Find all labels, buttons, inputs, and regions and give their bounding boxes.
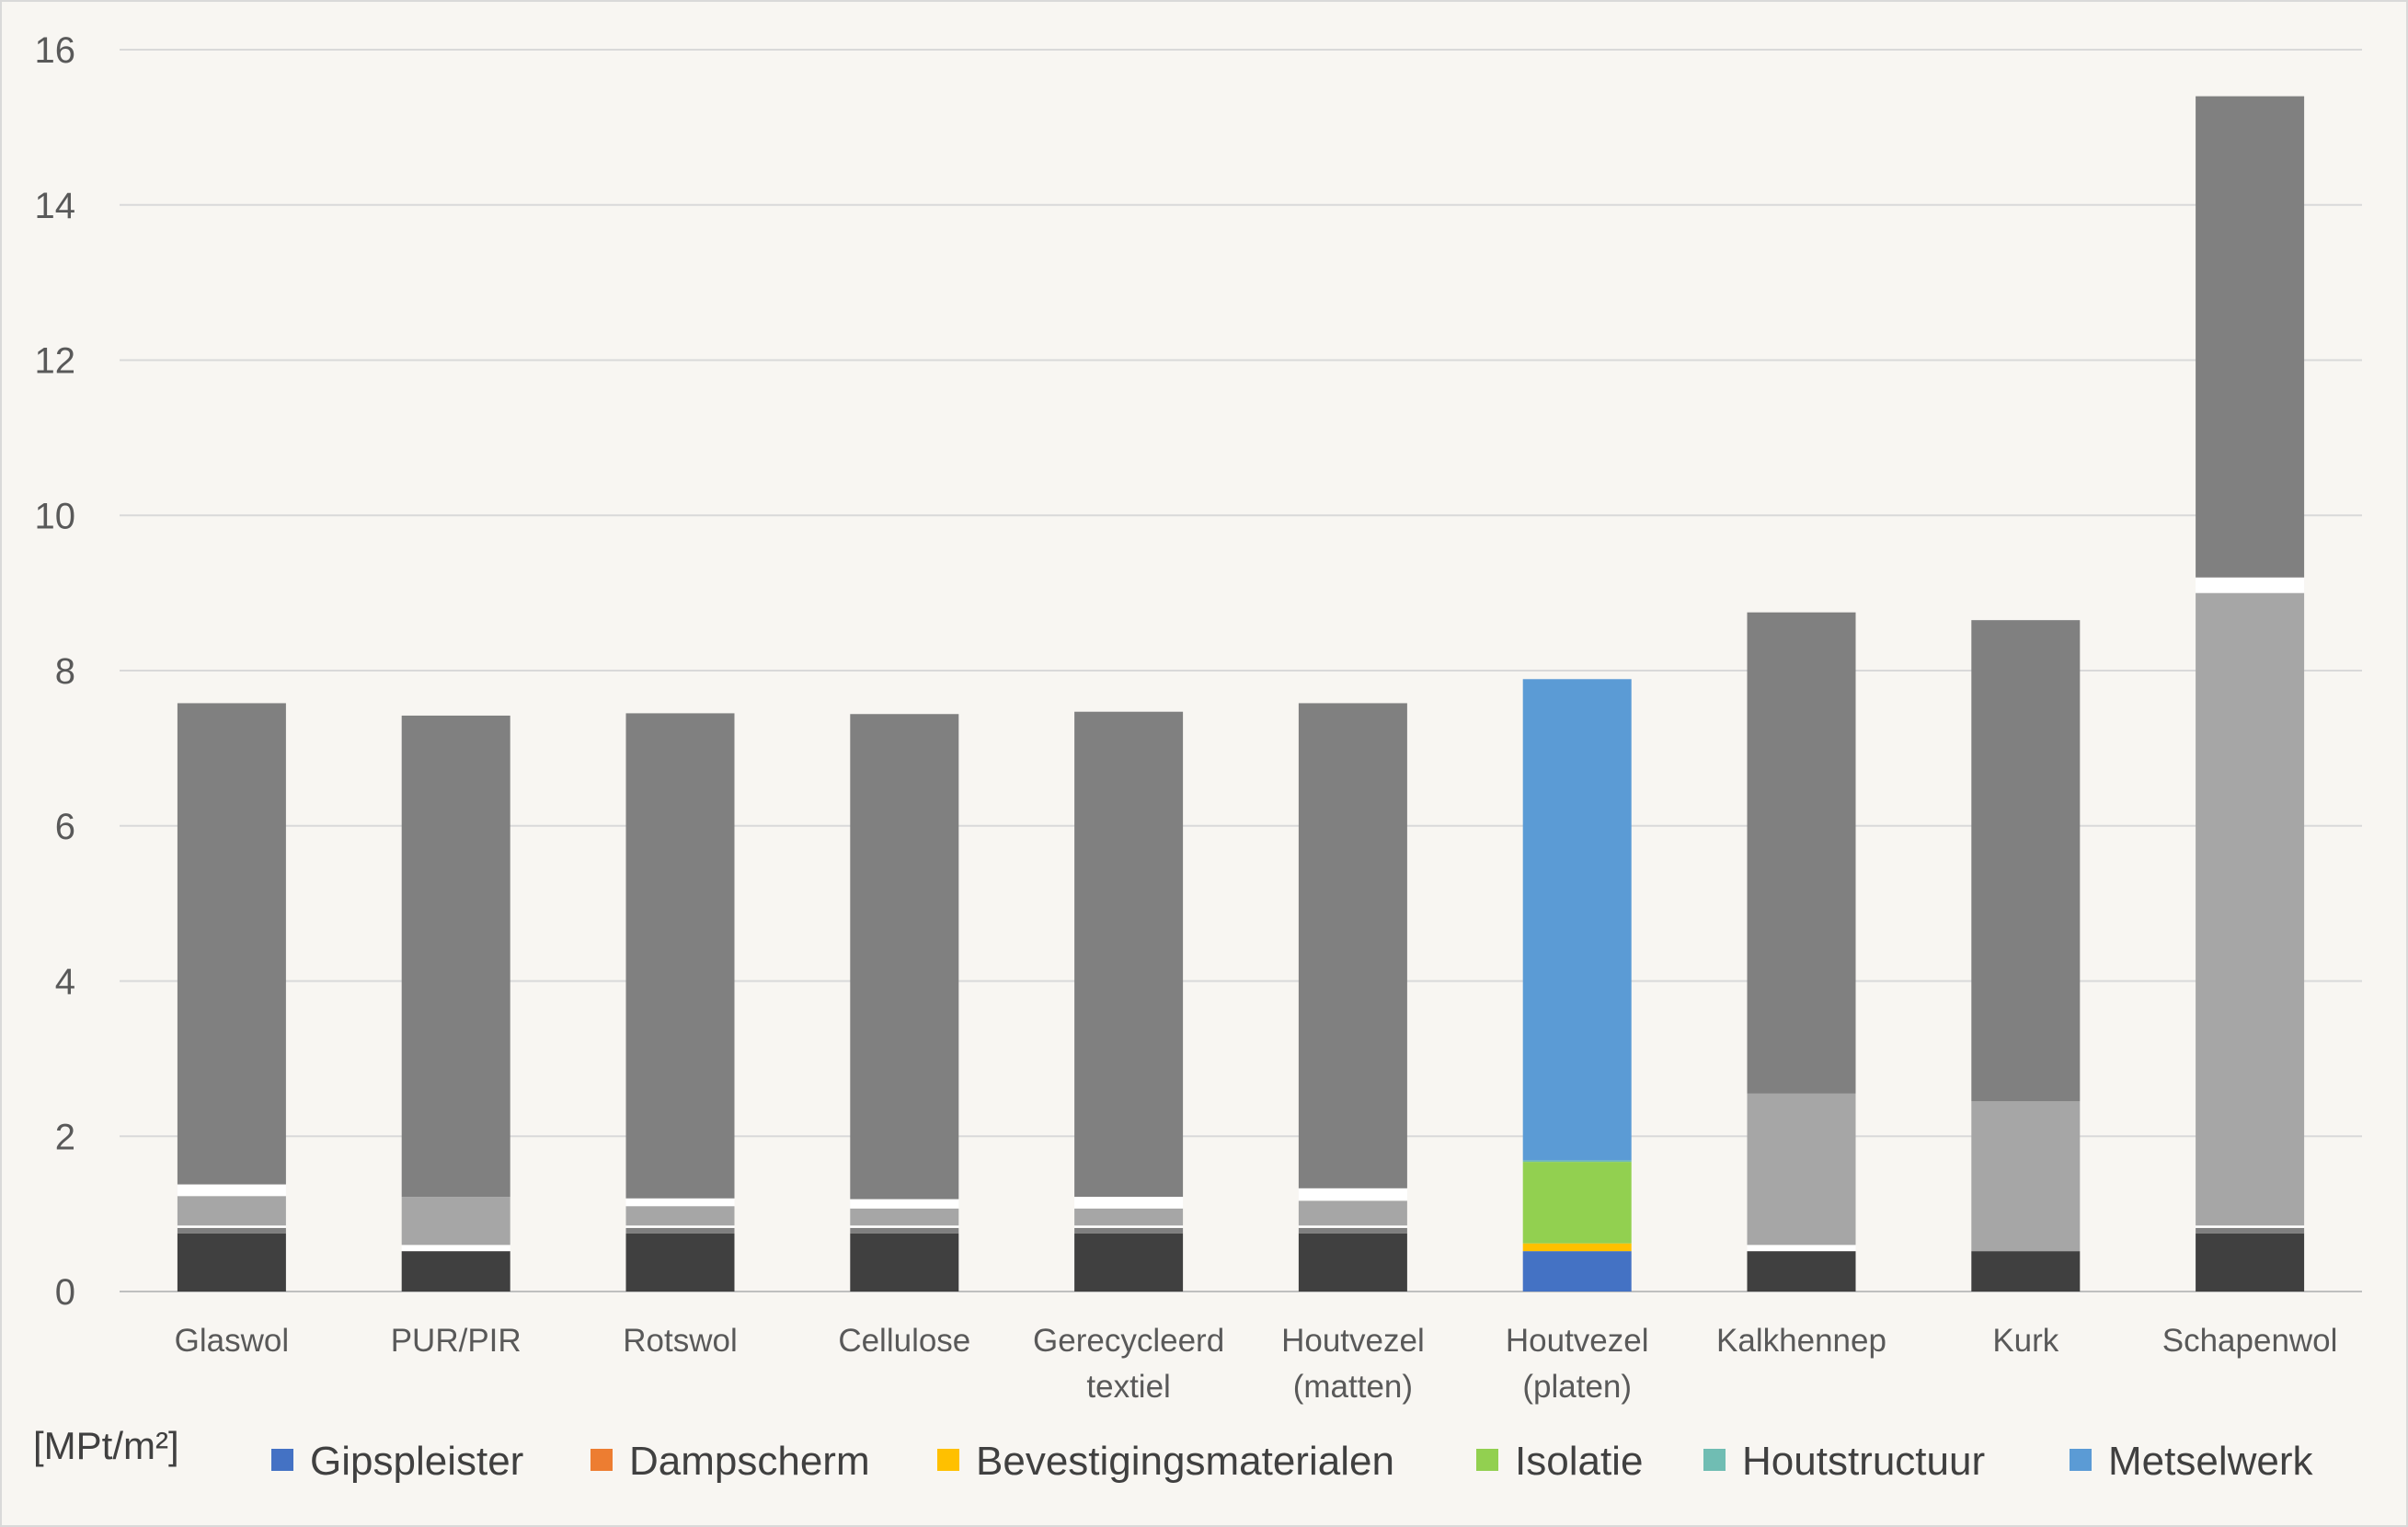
bar-segment bbox=[625, 1198, 735, 1207]
x-tick-label: Kurk bbox=[1992, 1323, 2058, 1359]
x-tick-label: PUR/PIR bbox=[391, 1323, 522, 1359]
x-tick-label: (matten) bbox=[1293, 1369, 1413, 1405]
x-tick-label: (platen) bbox=[1522, 1369, 1632, 1405]
bar-segment bbox=[2196, 96, 2305, 578]
bar-segment bbox=[1747, 1093, 1856, 1246]
legend-label: Metselwerk bbox=[2108, 1439, 2313, 1484]
bar-segment bbox=[1522, 1160, 1632, 1163]
x-tick-label: Kalkhennep bbox=[1716, 1323, 1886, 1359]
bar-segment bbox=[177, 1225, 286, 1228]
y-tick-label: 16 bbox=[35, 30, 76, 71]
bar-segment bbox=[1747, 1251, 1856, 1292]
bar-segment bbox=[850, 714, 959, 1200]
bar-segment bbox=[1971, 1251, 2081, 1292]
x-tick-label: textiel bbox=[1086, 1369, 1170, 1405]
bar-segment bbox=[1522, 1162, 1632, 1244]
bar-segment bbox=[177, 1233, 286, 1292]
bar-segment bbox=[1074, 1233, 1184, 1292]
bar-segment bbox=[1074, 1227, 1184, 1234]
bar-segment bbox=[177, 1227, 286, 1234]
bar-segment bbox=[401, 1197, 510, 1246]
bar-segment bbox=[850, 1225, 959, 1228]
legend: Gipspleister Dampscherm Bevestigingsmateri… bbox=[271, 1439, 2313, 1484]
x-tick-label: Houtvezel bbox=[1506, 1323, 1649, 1359]
bar-segment bbox=[850, 1233, 959, 1292]
bar-segment bbox=[850, 1199, 959, 1209]
y-tick-label: 10 bbox=[35, 496, 76, 536]
y-tick-label: 6 bbox=[55, 807, 75, 847]
bar-segment bbox=[1074, 711, 1184, 1198]
legend-label: Isolatie bbox=[1515, 1439, 1643, 1484]
x-tick-label: Cellulose bbox=[838, 1323, 970, 1359]
legend-swatch bbox=[1476, 1449, 1498, 1471]
unit-label: [MPt/m²] bbox=[33, 1424, 179, 1467]
bar-segment bbox=[177, 1184, 286, 1197]
bar-segment bbox=[2196, 1225, 2305, 1228]
bar-segment bbox=[2196, 1227, 2305, 1234]
bar-segment bbox=[2196, 577, 2305, 593]
x-tick-label: Rotswol bbox=[623, 1323, 737, 1359]
y-tick-label: 4 bbox=[55, 962, 75, 1003]
bar-segment bbox=[1747, 612, 1856, 1094]
bar-segment bbox=[625, 1225, 735, 1228]
bar-segment bbox=[1522, 679, 1632, 1161]
legend-label: Dampscherm bbox=[629, 1439, 870, 1484]
bar-segment bbox=[177, 703, 286, 1185]
bar-segment bbox=[1971, 1101, 2081, 1252]
bars bbox=[177, 96, 2305, 1292]
legend-label: Bevestigingsmaterialen bbox=[976, 1439, 1394, 1484]
bar-segment bbox=[401, 1251, 510, 1292]
bar-segment bbox=[1522, 1243, 1632, 1252]
bar-segment bbox=[1074, 1225, 1184, 1228]
bar-segment bbox=[2196, 1233, 2305, 1292]
x-tick-label: Houtvezel bbox=[1281, 1323, 1425, 1359]
bar-segment bbox=[850, 1227, 959, 1234]
bar-segment bbox=[1522, 1251, 1632, 1292]
bar-segment bbox=[2196, 592, 2305, 1226]
y-tick-label: 0 bbox=[55, 1272, 75, 1313]
bar-segment bbox=[1298, 1200, 1407, 1226]
y-tick-label: 8 bbox=[55, 651, 75, 692]
legend-swatch bbox=[1703, 1449, 1726, 1471]
bar-segment bbox=[625, 1227, 735, 1234]
bar-segment bbox=[625, 1233, 735, 1292]
x-tick-label: Schapenwol bbox=[2162, 1323, 2338, 1359]
x-tick-label: Glaswol bbox=[175, 1323, 289, 1359]
legend-swatch bbox=[2070, 1449, 2092, 1471]
bar-segment bbox=[625, 713, 735, 1199]
bar-segment bbox=[1074, 1197, 1184, 1209]
bar-segment bbox=[1298, 1233, 1407, 1292]
bar-segment bbox=[401, 715, 510, 1198]
x-axis-ticks: Glaswol PUR/PIR Rotswol Cellulose Gerecyclee… bbox=[175, 1323, 2338, 1405]
bar-segment bbox=[1747, 1245, 1856, 1252]
legend-swatch bbox=[591, 1449, 613, 1471]
x-tick-label: Gerecycleerd bbox=[1033, 1323, 1224, 1359]
bar-segment bbox=[1971, 620, 2081, 1102]
legend-swatch bbox=[271, 1449, 293, 1471]
y-tick-label: 12 bbox=[35, 341, 76, 382]
y-tick-label: 2 bbox=[55, 1117, 75, 1157]
bar-segment bbox=[850, 1208, 959, 1226]
bar-segment bbox=[1298, 1188, 1407, 1201]
y-tick-label: 14 bbox=[35, 186, 76, 226]
bar-segment bbox=[177, 1196, 286, 1226]
legend-swatch bbox=[937, 1449, 959, 1471]
legend-label: Houtstructuur bbox=[1742, 1439, 1985, 1484]
bar-segment bbox=[625, 1206, 735, 1226]
bar-segment bbox=[1298, 1225, 1407, 1228]
legend-label: Gipspleister bbox=[310, 1439, 523, 1484]
bar-segment bbox=[401, 1245, 510, 1252]
bar-segment bbox=[1298, 703, 1407, 1188]
bar-segment bbox=[1074, 1208, 1184, 1226]
y-axis-ticks: 0 2 4 6 8 10 12 14 16 bbox=[35, 30, 76, 1313]
bar-segment bbox=[1298, 1227, 1407, 1234]
